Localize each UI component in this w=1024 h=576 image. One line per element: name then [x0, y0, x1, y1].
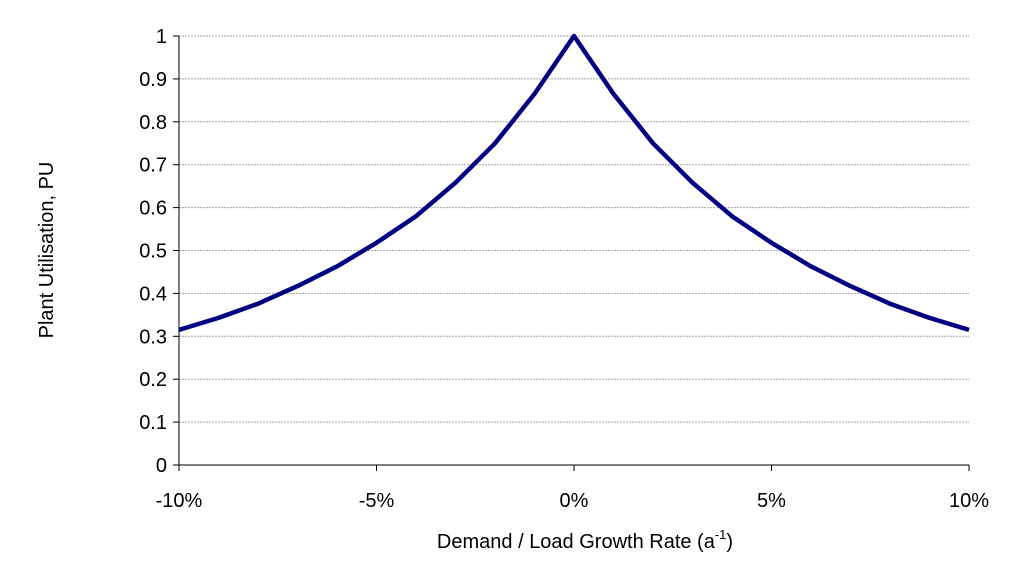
x-axis-title-superscript: -1	[715, 527, 727, 542]
x-tick-label: -10%	[156, 490, 203, 512]
y-tick-label: 0.4	[139, 283, 167, 305]
y-tick-label: 0.3	[139, 326, 167, 348]
x-axis-title-main: Demand / Load Growth Rate (a	[437, 531, 716, 553]
series-layer	[178, 33, 970, 333]
y-tick-label: 0.7	[139, 155, 167, 177]
y-tick-label: 0.6	[139, 198, 167, 220]
x-tick-labels: -10% -5% 0% 5% 10%	[156, 490, 990, 512]
y-axis-title: Plant Utilisation, PU	[36, 162, 58, 339]
y-tick-label: 0	[156, 455, 167, 477]
y-tick-label: 1	[156, 26, 167, 48]
x-axis-title-end: )	[726, 531, 733, 553]
x-axis-title: Demand / Load Growth Rate (a-1)	[437, 527, 733, 553]
y-tick-label: 0.2	[139, 369, 167, 391]
x-tick-label: 0%	[560, 490, 589, 512]
y-tick-label: 0.5	[139, 241, 167, 263]
x-tick-label: 5%	[757, 490, 786, 512]
y-tick-label: 0.1	[139, 412, 167, 434]
gridlines	[179, 35, 969, 423]
y-tick-label: 0.9	[139, 69, 167, 91]
x-tick-label: -5%	[359, 490, 395, 512]
series-line	[178, 33, 970, 333]
y-tick-labels: 0 0.1 0.2 0.3 0.4 0.5 0.6 0.7 0.8 0.9 1	[139, 26, 167, 477]
y-tick-label: 0.8	[139, 112, 167, 134]
x-tick-label: 10%	[949, 490, 989, 512]
axes	[173, 35, 970, 471]
